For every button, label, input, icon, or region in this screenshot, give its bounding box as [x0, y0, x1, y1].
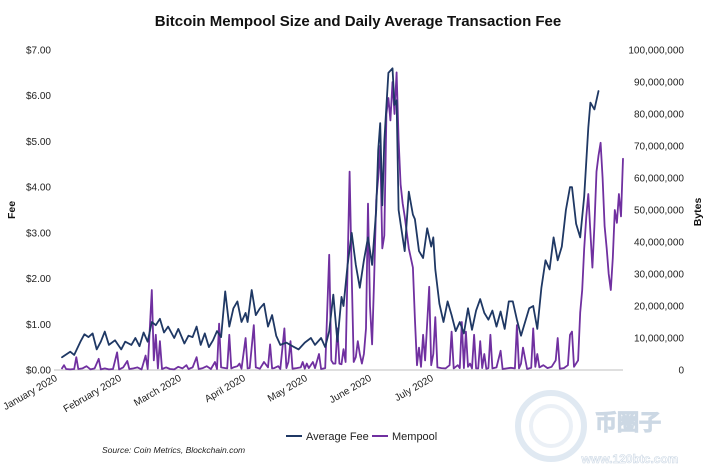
left-tick-label: $7.00 — [26, 46, 51, 57]
legend: Average Fee Mempool — [286, 431, 437, 443]
left-tick-label: $4.00 — [26, 183, 51, 194]
legend-label-mempool: Mempool — [392, 431, 437, 443]
watermark-inner-ring-icon — [529, 404, 573, 448]
right-tick-label: 60,000,000 — [634, 174, 684, 185]
source-note: Source: Coin Metrics, Blockchain.com — [102, 445, 245, 455]
left-tick-label: $5.00 — [26, 137, 51, 148]
right-tick-label: 0 — [678, 366, 684, 377]
right-axis-title: Bytes — [692, 198, 704, 227]
watermark-url: www.120btc.com — [581, 452, 679, 466]
right-tick-label: 20,000,000 — [634, 302, 684, 313]
left-tick-label: $0.00 — [26, 366, 51, 377]
right-tick-label: 80,000,000 — [634, 110, 684, 121]
series-layer — [61, 67, 624, 371]
right-tick-label: 50,000,000 — [634, 206, 684, 217]
left-tick-label: $3.00 — [26, 228, 51, 239]
right-tick-label: 10,000,000 — [634, 334, 684, 345]
watermark-brand: 币圈子 — [595, 410, 661, 435]
left-axis-ticks: $0.00 $1.00 $2.00 $3.00 $4.00 $5.00 $6.00 $7.00 — [26, 46, 51, 377]
watermark-ring-icon — [515, 390, 587, 462]
left-tick-label: $6.00 — [26, 91, 51, 102]
left-tick-label: $1.00 — [26, 320, 51, 331]
left-tick-label: $2.00 — [26, 274, 51, 285]
legend-label-average-fee: Average Fee — [306, 431, 369, 443]
right-tick-label: 30,000,000 — [634, 270, 684, 281]
average-fee-line — [61, 67, 600, 359]
right-tick-label: 70,000,000 — [634, 142, 684, 153]
left-axis-title: Fee — [6, 201, 18, 219]
right-axis-ticks: 0 10,000,000 20,000,000 30,000,000 40,000,00… — [628, 46, 684, 377]
watermark: 币圈子 www.120btc.com — [515, 390, 679, 466]
right-tick-label: 90,000,000 — [634, 78, 684, 89]
mempool-line — [61, 71, 624, 371]
right-tick-label: 100,000,000 — [628, 46, 684, 57]
chart-title: Bitcoin Mempool Size and Daily Average T… — [155, 13, 562, 30]
right-tick-label: 40,000,000 — [634, 238, 684, 249]
